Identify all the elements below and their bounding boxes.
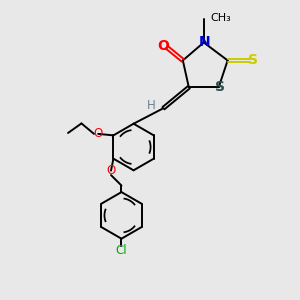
Text: O: O — [94, 128, 103, 140]
Text: N: N — [199, 35, 210, 49]
Text: S: S — [215, 80, 225, 94]
Text: S: S — [248, 53, 258, 67]
Text: O: O — [106, 164, 116, 177]
Text: O: O — [158, 39, 169, 53]
Text: H: H — [146, 99, 155, 112]
Text: CH₃: CH₃ — [210, 13, 231, 23]
Text: Cl: Cl — [116, 244, 127, 256]
